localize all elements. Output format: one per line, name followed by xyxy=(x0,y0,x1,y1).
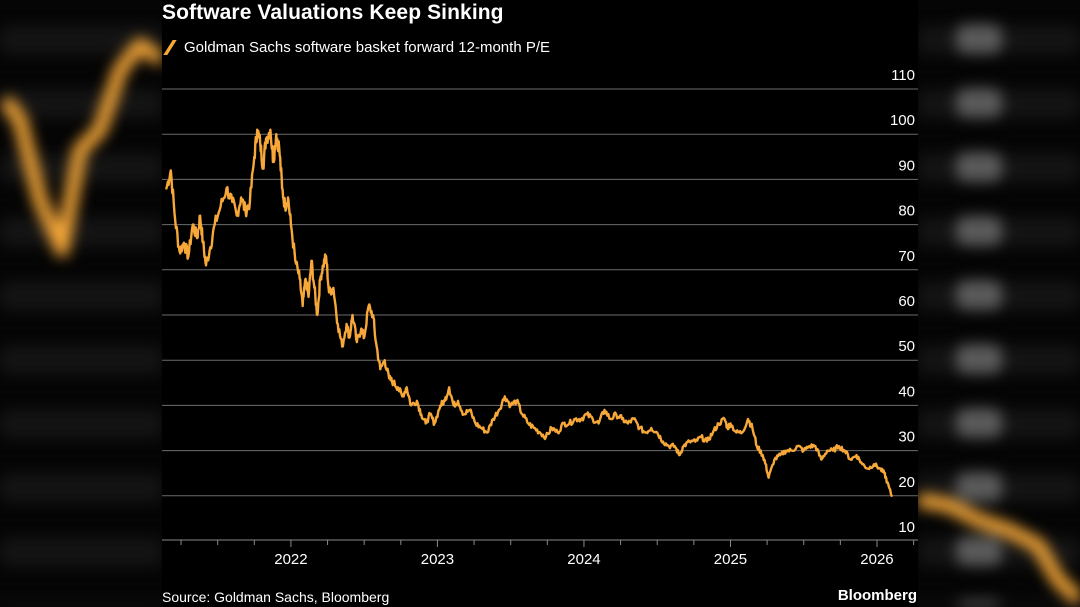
backdrop-row xyxy=(0,474,162,502)
series-line-0 xyxy=(165,128,893,497)
backdrop-pill xyxy=(956,24,1002,54)
y-tick-label: 10 xyxy=(898,519,915,536)
x-tick-label: 2022 xyxy=(274,551,307,568)
backdrop-pill xyxy=(956,88,1002,118)
backdrop-line xyxy=(918,493,1080,606)
blurred-backdrop-right xyxy=(918,0,1080,607)
y-tick-label: 90 xyxy=(898,157,915,174)
x-tick-label: 2024 xyxy=(567,551,600,568)
y-tick-label: 60 xyxy=(898,293,915,310)
line-chart: 110 100 90 80 70 60 50 40 30 20 10 2022 2023 2024 2025… xyxy=(162,67,918,568)
chart-card: Software Valuations Keep Sinking Goldman… xyxy=(162,0,918,607)
backdrop-pill xyxy=(956,536,1002,566)
backdrop-pill xyxy=(956,344,1002,374)
backdrop-pill xyxy=(956,216,1002,246)
blurred-backdrop-left xyxy=(0,0,162,607)
y-tick-label: 50 xyxy=(898,338,915,355)
legend: Goldman Sachs software basket forward 12… xyxy=(162,36,550,58)
backdrop-row xyxy=(0,346,162,374)
chart-title: Software Valuations Keep Sinking xyxy=(162,1,504,24)
legend-label: Goldman Sachs software basket forward 12… xyxy=(184,38,551,56)
source-note: Source: Goldman Sachs, Bloomberg xyxy=(162,589,390,605)
backdrop-pill xyxy=(956,152,1002,182)
x-tick-label: 2023 xyxy=(421,551,454,568)
backdrop-pill xyxy=(956,280,1002,310)
backdrop-pill xyxy=(956,408,1002,438)
y-tick-label: 70 xyxy=(898,248,915,265)
y-tick-label: 20 xyxy=(898,474,915,491)
backdrop-row xyxy=(0,602,162,607)
y-tick-label: 30 xyxy=(898,429,915,446)
backdrop-line xyxy=(0,38,162,257)
backdrop-row xyxy=(0,90,162,118)
y-tick-label: 40 xyxy=(898,383,915,400)
y-tick-label: 80 xyxy=(898,203,915,220)
x-tick-label: 2025 xyxy=(714,551,747,568)
backdrop-row xyxy=(0,410,162,438)
brand-logo: Bloomberg xyxy=(837,587,917,604)
x-tick-label: 2026 xyxy=(860,551,893,568)
y-tick-label: 110 xyxy=(891,67,915,84)
backdrop-pill xyxy=(956,600,1002,607)
y-tick-label: 100 xyxy=(890,112,915,129)
backdrop-row xyxy=(0,282,162,310)
backdrop-row xyxy=(0,218,162,246)
backdrop-row xyxy=(0,538,162,566)
backdrop-pill xyxy=(956,472,1002,502)
